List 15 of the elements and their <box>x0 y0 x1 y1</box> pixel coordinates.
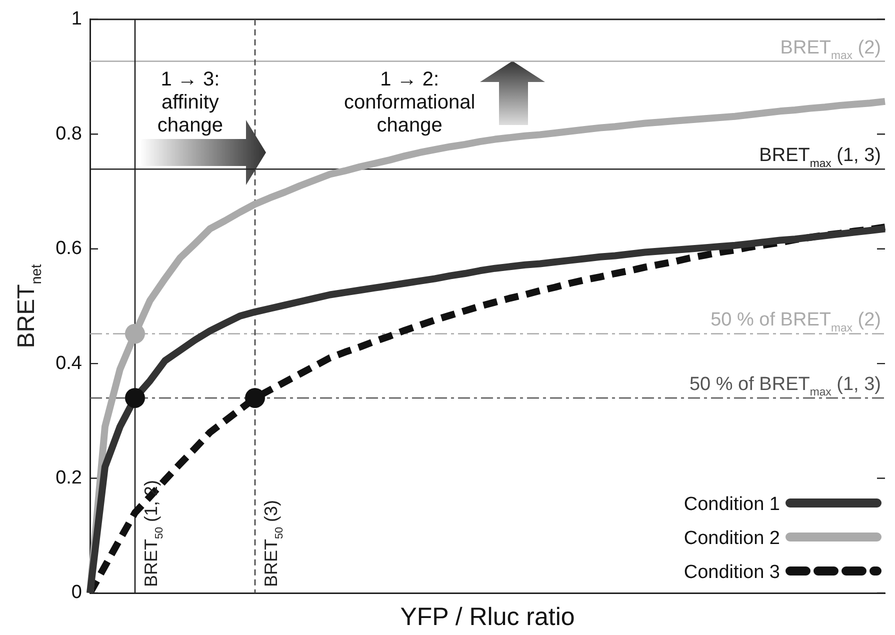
annotation: 1 → 3: affinity change <box>157 68 223 136</box>
y-axis-title: BRETnet <box>13 264 46 348</box>
y-tick-label: 0.4 <box>56 352 82 374</box>
y-tick-label: 0.2 <box>56 468 82 489</box>
legend-label: Condition 1 <box>684 494 780 515</box>
legend-label: Condition 2 <box>684 528 780 549</box>
y-tick-label: 1 <box>71 8 82 30</box>
annotation: BRET50 (3) <box>261 500 286 587</box>
y-tick-label: 0 <box>71 582 82 604</box>
annotation: 1 → 2: conformational change <box>344 68 476 136</box>
annotation: BRET50 (1, 2) <box>141 480 166 587</box>
y-tick-label: 0.8 <box>56 123 82 144</box>
x-axis-title: YFP / Rluc ratio <box>400 602 575 631</box>
legend-label: Condition 3 <box>684 562 780 583</box>
y-tick-label: 0.6 <box>56 238 82 260</box>
